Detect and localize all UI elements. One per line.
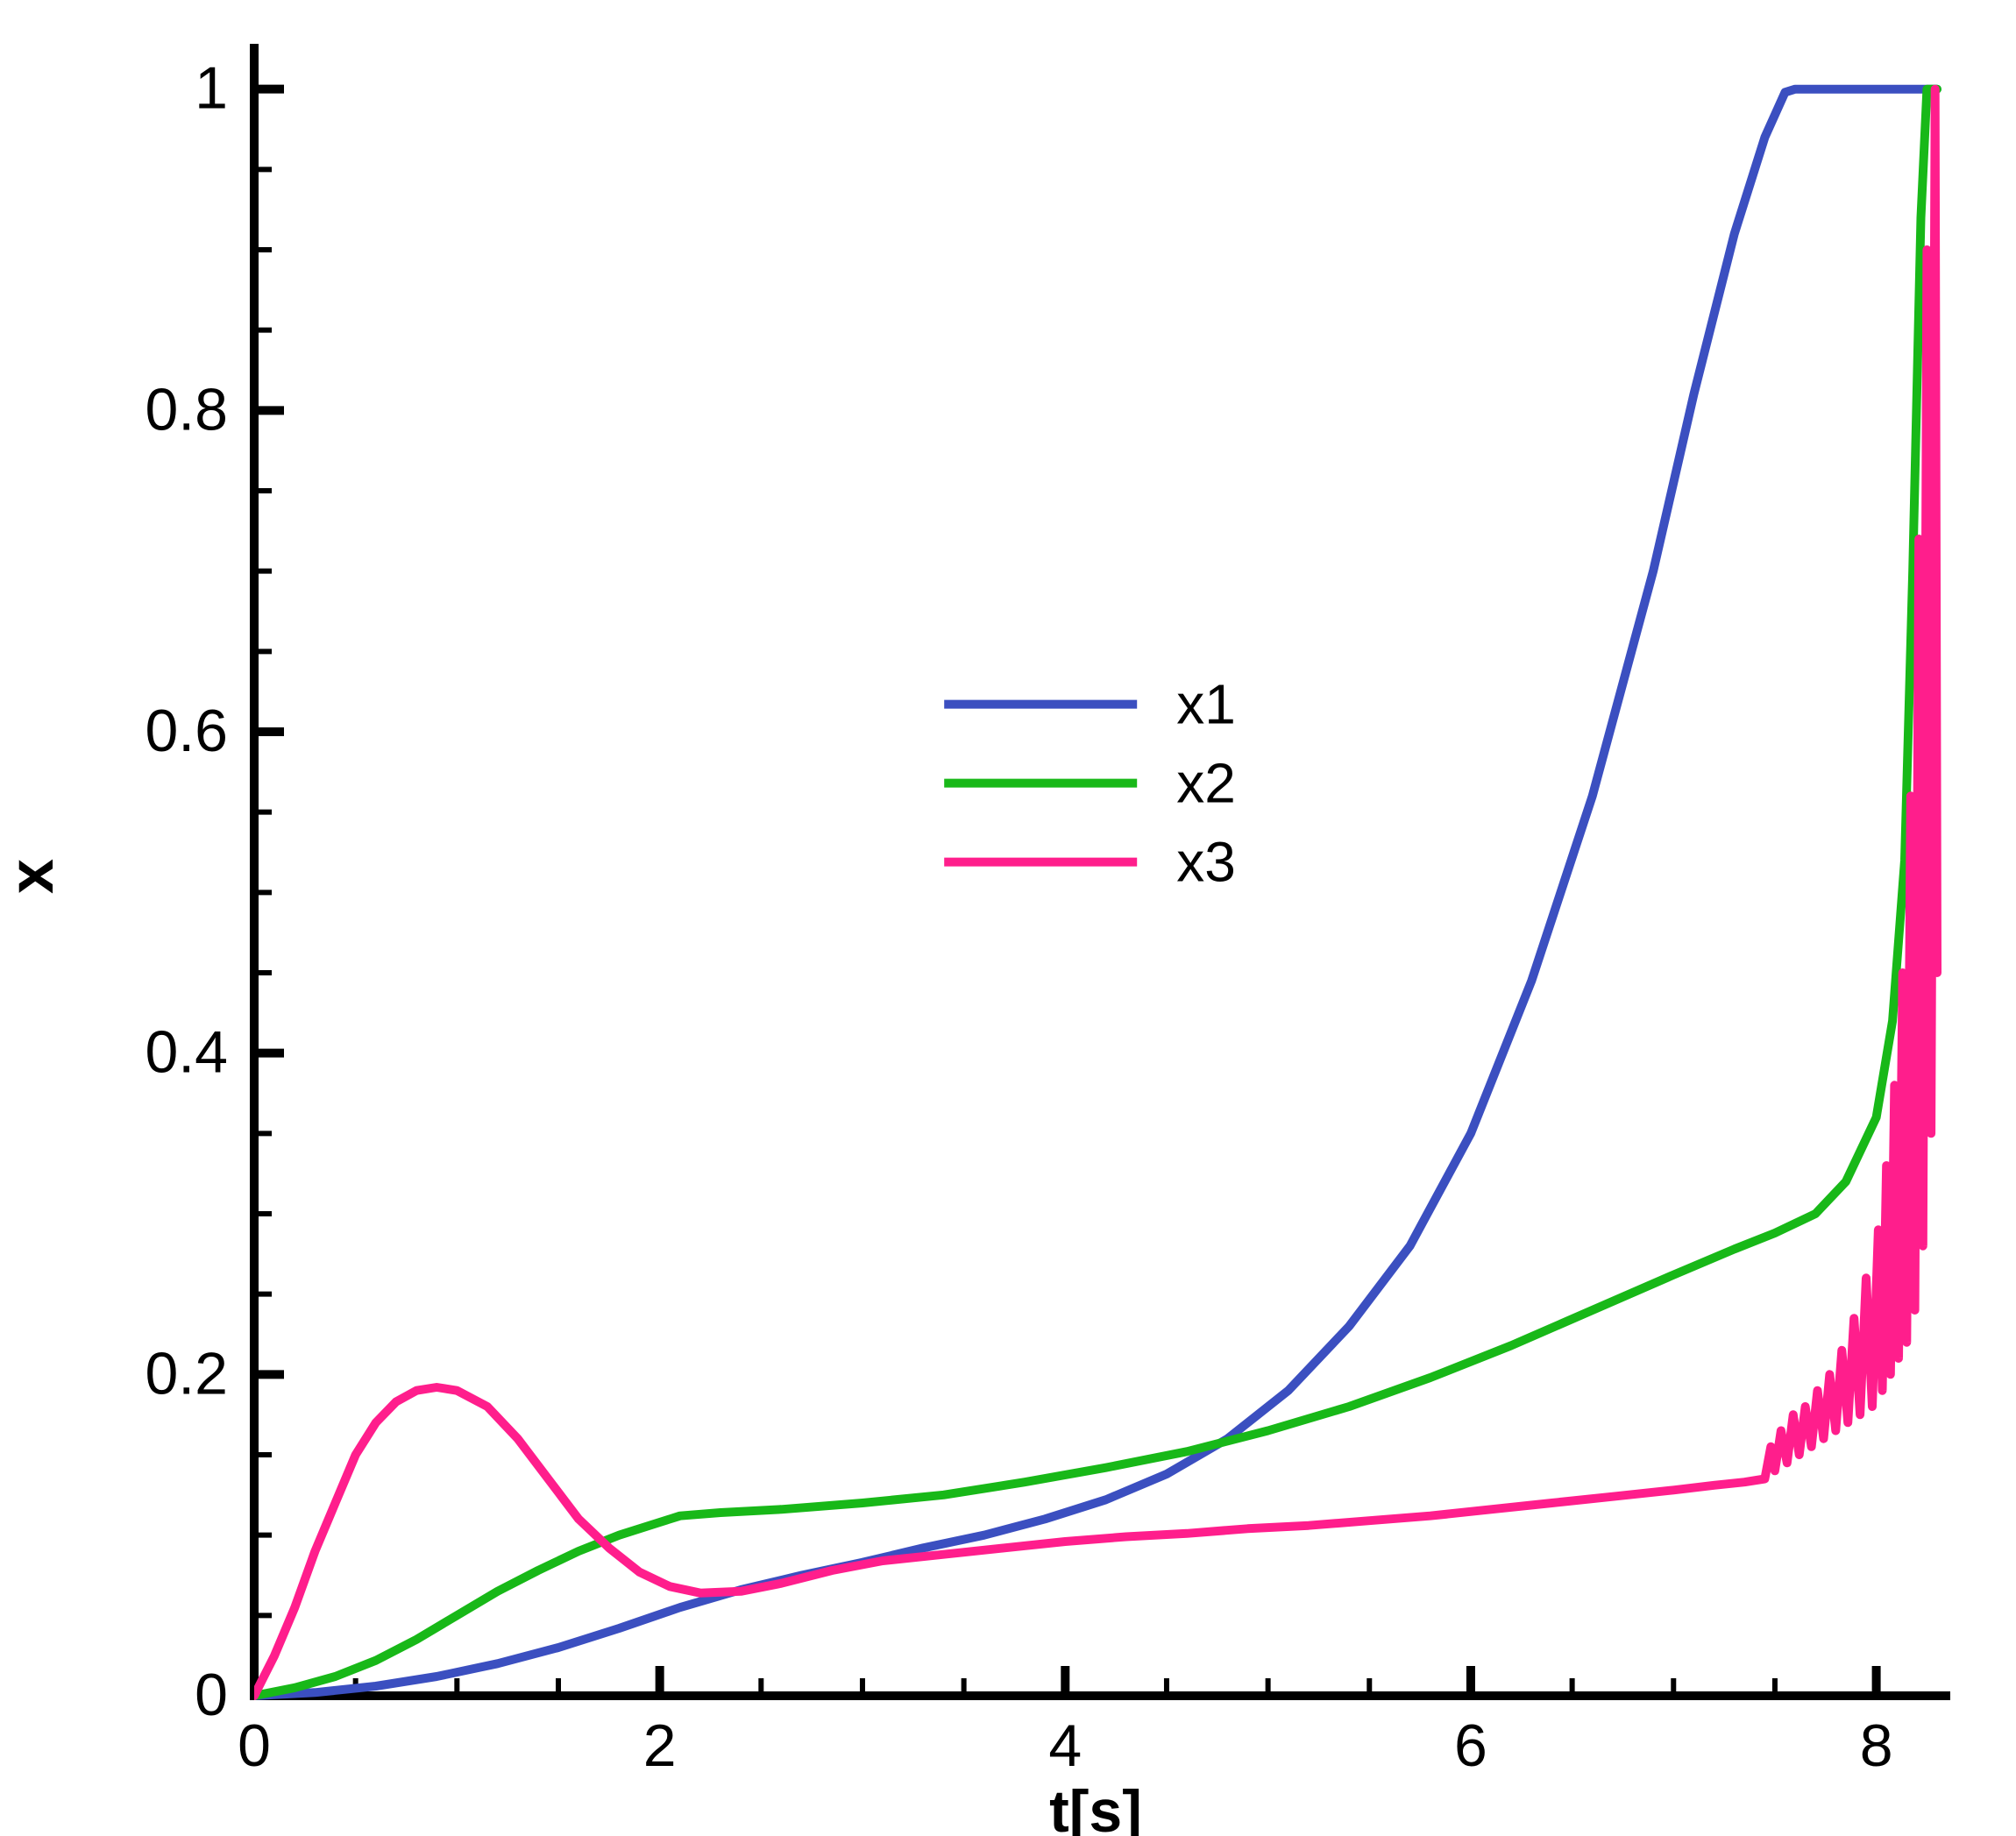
chart-background xyxy=(0,0,2016,1836)
x-axis-label: t[s] xyxy=(1049,1778,1142,1836)
y-axis-label: x xyxy=(0,859,67,894)
legend: x1 x2 x3 xyxy=(944,673,1236,894)
x-tick-label: 8 xyxy=(1860,1712,1893,1779)
legend-label-x3: x3 xyxy=(1176,831,1236,894)
y-tick-label: 0.6 xyxy=(145,698,228,764)
x-tick-label: 4 xyxy=(1048,1712,1082,1779)
y-tick-label: 0.4 xyxy=(145,1019,228,1086)
line-chart: 0 2 4 6 8 t[s] 0 0.2 0.4 0.6 0.8 1 x x1 x2 x3x1 x2 x3 xyxy=(0,0,2016,1836)
y-tick-label: 0.2 xyxy=(145,1340,228,1407)
legend-label-x1: x1 xyxy=(1176,673,1236,736)
x-tick-label: 6 xyxy=(1454,1712,1487,1779)
legend-label-x2: x2 xyxy=(1176,752,1236,815)
x-tick-label: 2 xyxy=(643,1712,677,1779)
chart-container: 0 2 4 6 8 t[s] 0 0.2 0.4 0.6 0.8 1 x x1 x2 x3x1 x2 x3 xyxy=(0,0,2016,1836)
y-tick-label: 0 xyxy=(195,1662,228,1728)
y-tick-label: 0.8 xyxy=(145,376,228,443)
x-tick-label: 0 xyxy=(238,1712,271,1779)
y-tick-label: 1 xyxy=(195,55,228,122)
